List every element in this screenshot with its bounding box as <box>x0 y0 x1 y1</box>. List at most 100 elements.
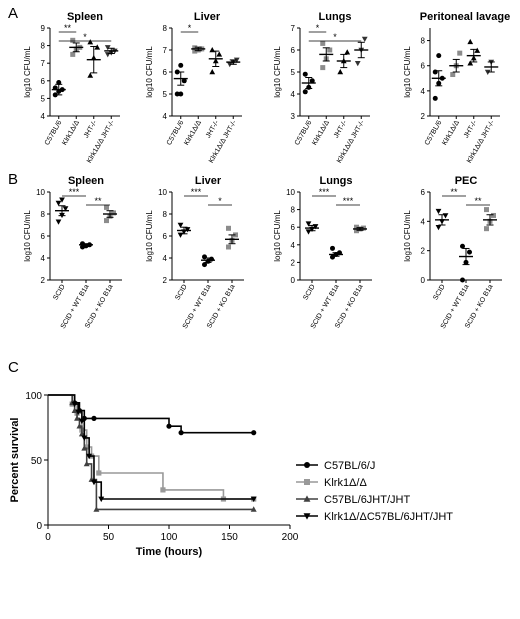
data-point <box>327 47 333 53</box>
data-point <box>174 91 180 97</box>
y-tick-label: 8 <box>163 24 168 33</box>
y-tick-label: 5 <box>41 94 46 103</box>
y-tick-label: 7 <box>163 46 168 55</box>
y-tick-label: 4 <box>421 87 426 96</box>
y-tick-label: 6 <box>421 62 426 71</box>
x-tick-label: JHT-/- <box>205 119 221 140</box>
y-tick-label: 6 <box>421 188 426 197</box>
data-point <box>484 226 489 232</box>
significance-label: *** <box>191 187 202 197</box>
y-tick-label: 2 <box>163 276 168 285</box>
x-tick-label: Klrk1Δ/Δ <box>61 119 81 146</box>
data-point <box>354 60 361 67</box>
x-tick-label: JHT-/- <box>463 119 479 140</box>
y-tick-label: 6 <box>291 46 296 55</box>
significance-label: ** <box>64 23 72 33</box>
data-point <box>435 208 442 215</box>
significance-label: * <box>188 23 192 33</box>
data-point <box>467 60 474 66</box>
curve-point <box>81 435 88 442</box>
data-point <box>460 277 465 283</box>
x-tick-label: SCID <box>174 284 188 302</box>
data-point <box>87 72 94 78</box>
chart-title: Spleen <box>68 175 104 187</box>
y-tick-label: 4 <box>163 112 168 121</box>
significance-label: ** <box>94 196 102 206</box>
x-tick-label: 150 <box>221 532 238 543</box>
data-point <box>226 244 231 250</box>
data-point <box>344 49 351 55</box>
x-tick-label: 100 <box>161 532 178 543</box>
curve-point <box>74 415 81 421</box>
x-tick-label: JHT-/- <box>83 119 99 140</box>
significance-label: * <box>218 196 222 206</box>
data-point <box>330 245 335 251</box>
legend-marker <box>304 462 310 468</box>
data-point <box>104 45 111 51</box>
data-point <box>320 40 326 46</box>
data-point <box>467 249 472 255</box>
curve-point <box>75 409 82 416</box>
chart-title: Liver <box>195 175 222 187</box>
data-point <box>450 72 456 78</box>
curve-point <box>251 430 257 436</box>
curve-point <box>84 444 90 450</box>
data-point <box>302 71 308 77</box>
x-tick-label: Klrk1Δ/Δ <box>183 119 203 146</box>
x-tick-label: Klrk1Δ/Δ <box>441 119 461 146</box>
curve-point <box>83 460 90 467</box>
curve-point <box>178 430 184 436</box>
y-tick-label: 50 <box>31 456 43 467</box>
chart-title: Peritoneal lavage <box>420 11 511 23</box>
x-tick-label: SCID <box>432 284 446 302</box>
data-point <box>55 219 62 225</box>
significance-label: *** <box>343 196 354 206</box>
significance-label: * <box>83 32 87 42</box>
x-tick-label: SCID <box>52 284 66 302</box>
data-point <box>94 44 101 50</box>
y-tick-label: 6 <box>41 232 46 241</box>
x-tick-label: Klrk1Δ/Δ <box>311 119 331 146</box>
y-tick-label: 6 <box>163 68 168 77</box>
significance-label: ** <box>450 187 458 197</box>
x-tick-label: JHT-/- <box>333 119 349 140</box>
curve-point <box>78 430 85 437</box>
y-tick-label: 10 <box>36 188 45 197</box>
y-axis-label: log10 CFU/mL <box>145 210 154 262</box>
data-point <box>442 213 449 219</box>
chart-title: Liver <box>194 11 221 23</box>
x-tick-label: 200 <box>282 532 299 543</box>
data-point <box>87 39 94 45</box>
legend-label: Klrk1Δ/ΔC57BL/6JHT/JHT <box>324 511 453 523</box>
y-axis-label: log10 CFU/mL <box>23 210 32 262</box>
y-tick-label: 2 <box>421 112 426 121</box>
panel-label-b: B <box>8 171 18 188</box>
chart-title: Spleen <box>67 11 103 23</box>
chart-title: Lungs <box>320 175 353 187</box>
data-point <box>55 200 62 206</box>
data-point <box>305 229 312 235</box>
panel-label-a: A <box>8 5 18 22</box>
data-point <box>491 212 496 218</box>
legend-label: C57BL/6/J <box>324 460 375 472</box>
data-point <box>62 206 69 212</box>
survival-curve <box>48 394 254 500</box>
curve-point <box>78 418 85 425</box>
y-tick-label: 5 <box>291 68 296 77</box>
y-axis-label: Percent survival <box>9 418 21 503</box>
data-point <box>305 221 312 227</box>
y-tick-label: 6 <box>291 223 296 232</box>
data-point <box>432 95 438 101</box>
data-point <box>202 254 207 260</box>
data-point <box>111 210 116 216</box>
data-point <box>309 78 315 84</box>
legend-label: C57BL/6JHT/JHT <box>324 494 410 506</box>
y-tick-label: 4 <box>163 254 168 263</box>
data-point <box>302 89 308 95</box>
